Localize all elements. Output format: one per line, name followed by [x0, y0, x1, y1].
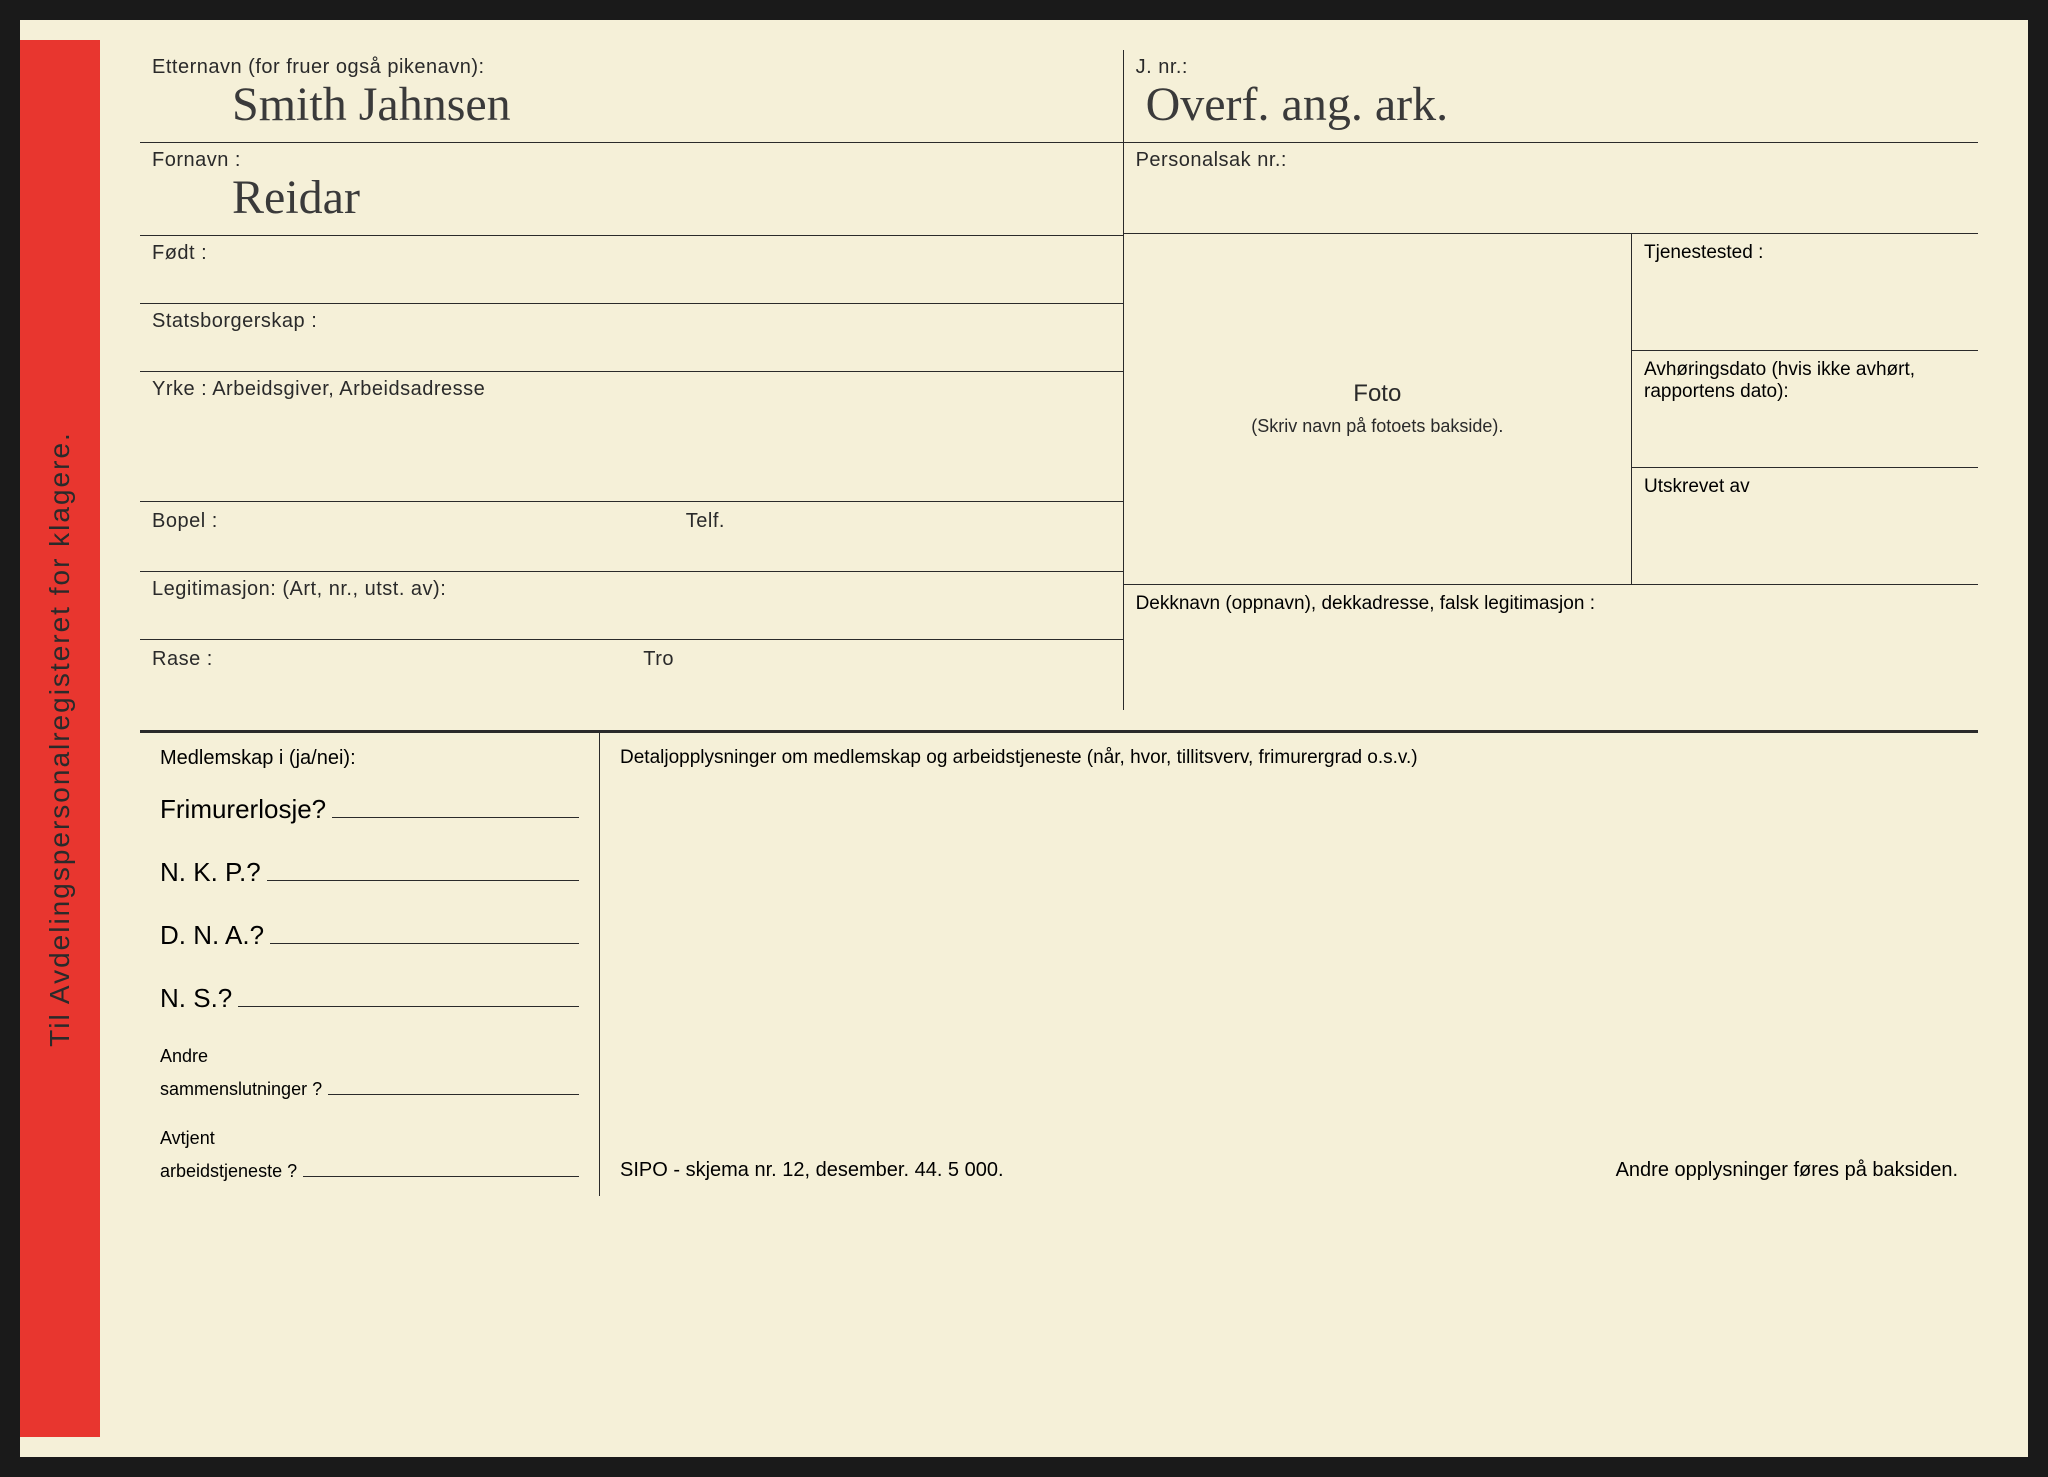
yrke-label: Yrke : Arbeidsgiver, Arbeidsadresse: [152, 378, 1111, 401]
membership-column: Medlemskap i (ja/nei): Frimurerlosje? N.…: [140, 733, 600, 1196]
footer-right: Andre opplysninger føres på baksiden.: [1616, 1159, 1958, 1182]
avtjent-label: Avtjent: [160, 1128, 579, 1149]
yrke-field: Yrke : Arbeidsgiver, Arbeidsadresse: [140, 372, 1123, 502]
rase-row: Rase : Tro: [140, 640, 1123, 710]
telf-label: Telf.: [686, 510, 1111, 533]
personalsak-field: Personalsak nr.:: [1124, 143, 1978, 234]
tro-label: Tro: [643, 648, 1110, 671]
utskrevet-field: Utskrevet av: [1632, 468, 1978, 584]
foto-label: Foto: [1353, 380, 1401, 408]
bopel-row: Bopel : Telf.: [140, 502, 1123, 572]
blank-line: [267, 861, 579, 881]
etternavn-label: Etternavn (for fruer også pikenavn):: [152, 56, 1111, 79]
membership-andre: sammenslutninger ?: [160, 1075, 579, 1100]
membership-ns: N. S.?: [160, 983, 579, 1014]
bopel-field: Bopel :: [140, 502, 674, 571]
etternavn-field: Etternavn (for fruer også pikenavn): Smi…: [140, 50, 1123, 143]
etternavn-value: Smith Jahnsen: [152, 79, 1111, 138]
rase-field: Rase :: [140, 640, 631, 710]
tjenestested-field: Tjenestested :: [1632, 234, 1978, 351]
membership-dna: D. N. A.?: [160, 920, 579, 951]
membership-title: Medlemskap i (ja/nei):: [160, 747, 579, 770]
membership-arbeidstjeneste: arbeidstjeneste ?: [160, 1157, 579, 1182]
footer-left: SIPO - skjema nr. 12, desember. 44. 5 00…: [620, 1159, 1004, 1182]
blank-line: [328, 1075, 579, 1095]
jnr-label: J. nr.:: [1136, 56, 1966, 79]
foto-box: Foto (Skriv navn på fotoets bakside).: [1124, 234, 1631, 584]
statsborgerskap-label: Statsborgerskap :: [152, 310, 1111, 333]
bopel-label: Bopel :: [152, 510, 662, 533]
blank-line: [303, 1157, 579, 1177]
personalsak-label: Personalsak nr.:: [1136, 149, 1966, 172]
fornavn-field: Fornavn : Reidar: [140, 143, 1123, 236]
fornavn-value: Reidar: [152, 172, 1111, 231]
membership-frimurer: Frimurerlosje?: [160, 794, 579, 825]
top-section: Etternavn (for fruer også pikenavn): Smi…: [140, 50, 1978, 710]
avhoringsdato-field: Avhøringsdato (hvis ikke avhørt, rapport…: [1632, 351, 1978, 468]
membership-nkp: N. K. P.?: [160, 857, 579, 888]
jnr-field: J. nr.: Overf. ang. ark.: [1124, 50, 1978, 143]
foto-section: Foto (Skriv navn på fotoets bakside). Tj…: [1124, 234, 1978, 585]
telf-field: Telf.: [674, 502, 1123, 571]
fodt-label: Født :: [152, 242, 1111, 265]
red-stripe: Til Avdelingspersonalregisteret for klag…: [20, 40, 100, 1437]
blank-line: [332, 798, 579, 818]
registration-card: Til Avdelingspersonalregisteret for klag…: [20, 20, 2028, 1457]
left-column: Etternavn (for fruer også pikenavn): Smi…: [140, 50, 1124, 710]
utskrevet-label: Utskrevet av: [1644, 476, 1750, 497]
legitimasjon-field: Legitimasjon: (Art, nr., utst. av):: [140, 572, 1123, 640]
fornavn-label: Fornavn :: [152, 149, 1111, 172]
foto-caption: (Skriv navn på fotoets bakside).: [1251, 416, 1503, 437]
detail-column: Detaljopplysninger om medlemskap og arbe…: [600, 733, 1978, 1196]
rase-label: Rase :: [152, 648, 619, 671]
avhoringsdato-label: Avhøringsdato (hvis ikke avhørt, rapport…: [1644, 359, 1915, 402]
vertical-label: Til Avdelingspersonalregisteret for klag…: [44, 289, 76, 1189]
bottom-section: Medlemskap i (ja/nei): Frimurerlosje? N.…: [140, 730, 1978, 1196]
tro-field: Tro: [631, 640, 1122, 710]
right-info: Tjenestested : Avhøringsdato (hvis ikke …: [1631, 234, 1978, 584]
card-content: Etternavn (for fruer også pikenavn): Smi…: [100, 20, 2028, 1457]
fodt-field: Født :: [140, 236, 1123, 304]
statsborgerskap-field: Statsborgerskap :: [140, 304, 1123, 372]
legitimasjon-label: Legitimasjon: (Art, nr., utst. av):: [152, 578, 1111, 601]
blank-line: [270, 924, 579, 944]
tjenestested-label: Tjenestested :: [1644, 242, 1763, 263]
dekknavn-field: Dekknavn (oppnavn), dekkadresse, falsk l…: [1124, 585, 1978, 695]
dekknavn-label: Dekknavn (oppnavn), dekkadresse, falsk l…: [1136, 593, 1595, 614]
andre-label: Andre: [160, 1046, 579, 1067]
right-column: J. nr.: Overf. ang. ark. Personalsak nr.…: [1124, 50, 1978, 710]
blank-line: [238, 987, 579, 1007]
detail-title: Detaljopplysninger om medlemskap og arbe…: [620, 747, 1958, 769]
jnr-value: Overf. ang. ark.: [1136, 79, 1966, 138]
